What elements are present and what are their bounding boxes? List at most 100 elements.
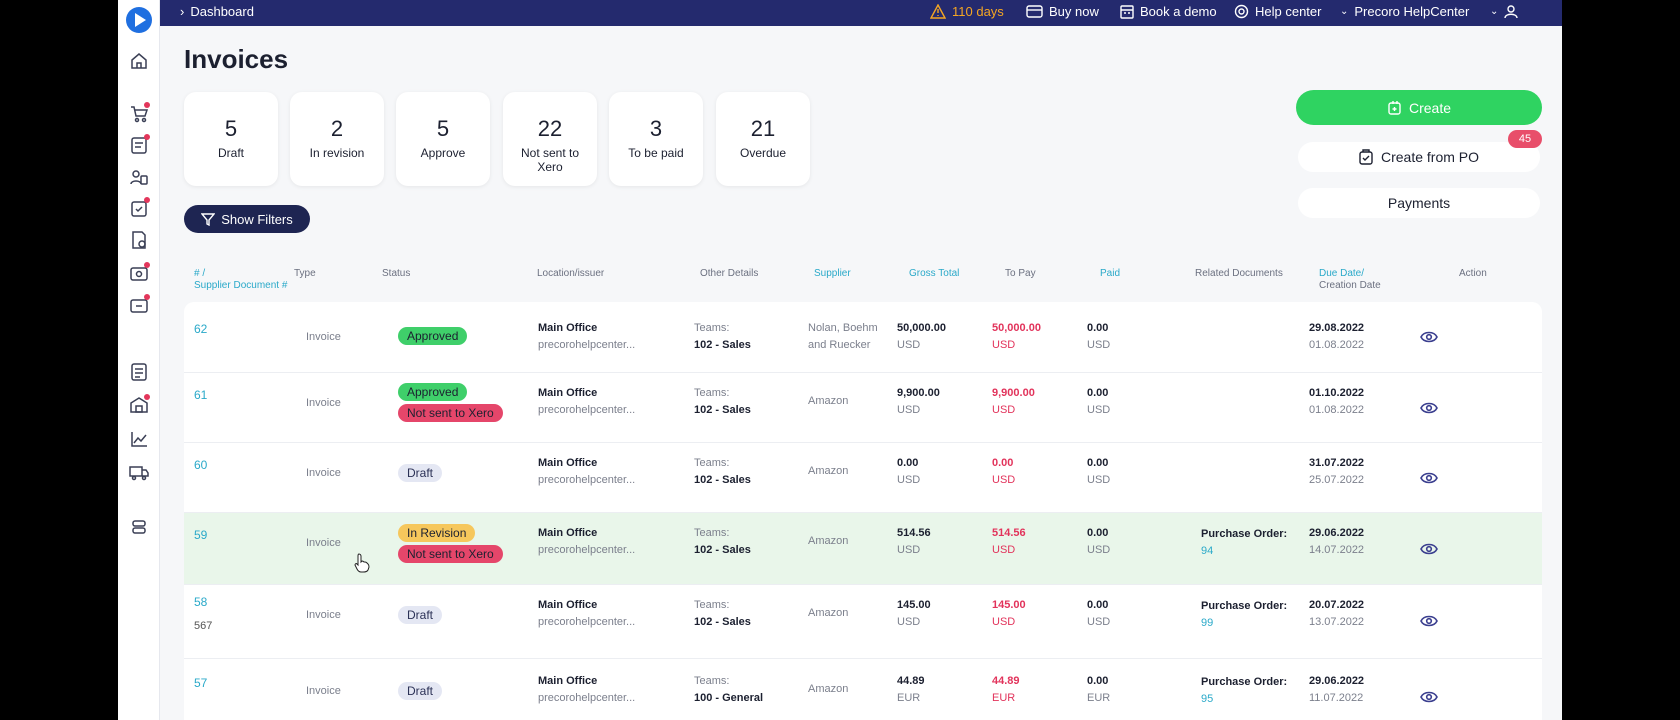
gross-total-cell: 0.00 USD — [897, 455, 920, 489]
invoice-number-link[interactable]: 59 — [194, 528, 208, 542]
book-demo-button[interactable]: Book a demo — [1120, 4, 1217, 19]
location-name: Main Office — [538, 675, 598, 687]
invoice-number-link[interactable]: 60 — [194, 458, 208, 472]
stat-card-draft[interactable]: 5 Draft — [184, 92, 278, 186]
invoice-type: Invoice — [306, 537, 341, 549]
create-button[interactable]: Create — [1296, 90, 1542, 125]
invoice-number-link[interactable]: 57 — [194, 676, 208, 690]
company-name: Precoro HelpCenter — [1354, 4, 1470, 19]
database-icon[interactable] — [128, 516, 150, 538]
table-row[interactable]: 61 Invoice Approved Not sent to Xero Mai… — [184, 372, 1542, 442]
breadcrumb-dashboard[interactable]: Dashboard — [190, 4, 254, 19]
stat-count: 21 — [750, 116, 776, 141]
stat-label: Draft — [217, 146, 244, 160]
company-selector[interactable]: ⌄ Precoro HelpCenter — [1340, 4, 1469, 19]
stat-card-to-be-paid[interactable]: 3 To be paid — [609, 92, 703, 186]
issuer-name: precorohelpcenter... — [538, 544, 636, 556]
hand-cursor-icon — [354, 553, 370, 573]
column-header-type: Type — [294, 268, 316, 279]
notification-dot — [144, 294, 150, 300]
status-badge: Draft — [398, 606, 443, 624]
trial-indicator[interactable]: 110 days — [930, 4, 1004, 19]
issuer-name: precorohelpcenter... — [538, 339, 636, 351]
view-eye-icon[interactable] — [1420, 690, 1438, 704]
team-name: 102 - Sales — [694, 616, 751, 628]
other-details-cell: Teams: 102 - Sales — [694, 525, 751, 559]
truck-icon[interactable] — [128, 461, 150, 483]
invoice-number-link[interactable]: 61 — [194, 388, 208, 402]
creation-date: 01.08.2022 — [1309, 404, 1365, 416]
view-eye-icon[interactable] — [1420, 401, 1438, 415]
payments-button[interactable]: Payments — [1298, 188, 1540, 218]
analytics-icon[interactable] — [128, 428, 150, 450]
related-doc-link[interactable]: 94 — [1201, 545, 1214, 557]
warehouse-icon[interactable] — [128, 394, 150, 416]
budget-icon[interactable] — [128, 361, 150, 383]
gross-currency: USD — [897, 616, 921, 628]
column-header-gross-total[interactable]: Gross Total — [909, 268, 960, 279]
table-row[interactable]: 59 Invoice In Revision Not sent to Xero … — [184, 512, 1542, 584]
related-doc-link[interactable]: 99 — [1201, 617, 1214, 629]
payments-icon[interactable] — [128, 294, 150, 316]
help-center-button[interactable]: Help center — [1234, 4, 1321, 19]
buy-now-button[interactable]: Buy now — [1026, 4, 1099, 19]
view-eye-icon[interactable] — [1420, 542, 1438, 556]
po-count-badge: 45 — [1508, 130, 1542, 148]
column-header-supplier[interactable]: Supplier — [814, 268, 851, 279]
view-eye-icon[interactable] — [1420, 471, 1438, 485]
show-filters-button[interactable]: Show Filters — [184, 205, 310, 233]
location-cell: Main Office precorohelpcenter... — [538, 455, 635, 489]
requests-icon[interactable] — [128, 134, 150, 156]
column-header-paid[interactable]: Paid — [1100, 268, 1121, 279]
breadcrumb[interactable]: › Dashboard — [180, 4, 254, 19]
stat-card-approve[interactable]: 5 Approve — [396, 92, 490, 186]
view-eye-icon[interactable] — [1420, 614, 1438, 628]
table-row[interactable]: 60 Invoice Draft Main Office precorohelpc… — [184, 442, 1542, 512]
cart-icon[interactable] — [128, 102, 150, 124]
people-icon[interactable] — [128, 166, 150, 188]
teams-label: Teams: — [694, 387, 730, 399]
home-icon[interactable] — [128, 50, 150, 72]
invoice-number-link[interactable]: 58 — [194, 595, 208, 609]
column-header-status: Status — [382, 268, 411, 279]
clipboard-icon — [1359, 149, 1373, 165]
table-row[interactable]: 57 Invoice Draft Main Office precorohelpc… — [184, 658, 1542, 720]
column-header-to-pay: To Pay — [1005, 268, 1036, 279]
approvals-icon[interactable] — [128, 197, 150, 219]
precoro-logo-icon[interactable] — [126, 7, 152, 33]
team-name: 102 - Sales — [694, 339, 751, 351]
invoice-doc-icon[interactable] — [128, 229, 150, 251]
table-row[interactable]: 62 Invoice Approved Main Office precorohe… — [184, 302, 1542, 372]
teams-label: Teams: — [694, 457, 730, 469]
column-header-due-line2: Creation Date — [1319, 280, 1381, 291]
gross-currency: USD — [897, 544, 921, 556]
gross-currency: EUR — [897, 692, 921, 704]
other-details-cell: Teams: 100 - General — [694, 673, 763, 707]
user-menu[interactable]: ⌄ — [1490, 4, 1519, 19]
table-row[interactable]: 58 567 Invoice Draft Main Office precoroh… — [184, 584, 1542, 658]
team-name: 102 - Sales — [694, 544, 751, 556]
invoice-number-link[interactable]: 62 — [194, 322, 208, 336]
invoice-type: Invoice — [306, 397, 341, 409]
create-from-po-button[interactable]: Create from PO — [1298, 142, 1540, 172]
related-doc-link[interactable]: 95 — [1201, 693, 1214, 705]
filter-icon — [201, 213, 216, 226]
team-name: 100 - General — [694, 692, 764, 704]
stat-card-overdue[interactable]: 21 Overdue — [716, 92, 810, 186]
gross-amount: 0.00 — [897, 457, 919, 469]
paid-amount: 0.00 — [1087, 599, 1109, 611]
column-header-due-date[interactable]: Due Date/ Creation Date — [1319, 268, 1381, 292]
column-header-id[interactable]: # / Supplier Document # — [194, 268, 287, 292]
stat-card-not-sent-to-xero[interactable]: 22 Not sent to Xero — [503, 92, 597, 186]
to-pay-currency: USD — [992, 474, 1016, 486]
view-eye-icon[interactable] — [1420, 330, 1438, 344]
to-pay-cell: 0.00 USD — [992, 455, 1015, 489]
show-filters-label: Show Filters — [221, 211, 293, 227]
gross-currency: USD — [897, 404, 921, 416]
receipts-icon[interactable] — [128, 262, 150, 284]
paid-currency: USD — [1087, 616, 1111, 628]
book-demo-label: Book a demo — [1140, 4, 1217, 19]
teams-label: Teams: — [694, 599, 730, 611]
stat-card-in-revision[interactable]: 2 In revision — [290, 92, 384, 186]
help-center-label: Help center — [1255, 4, 1322, 19]
